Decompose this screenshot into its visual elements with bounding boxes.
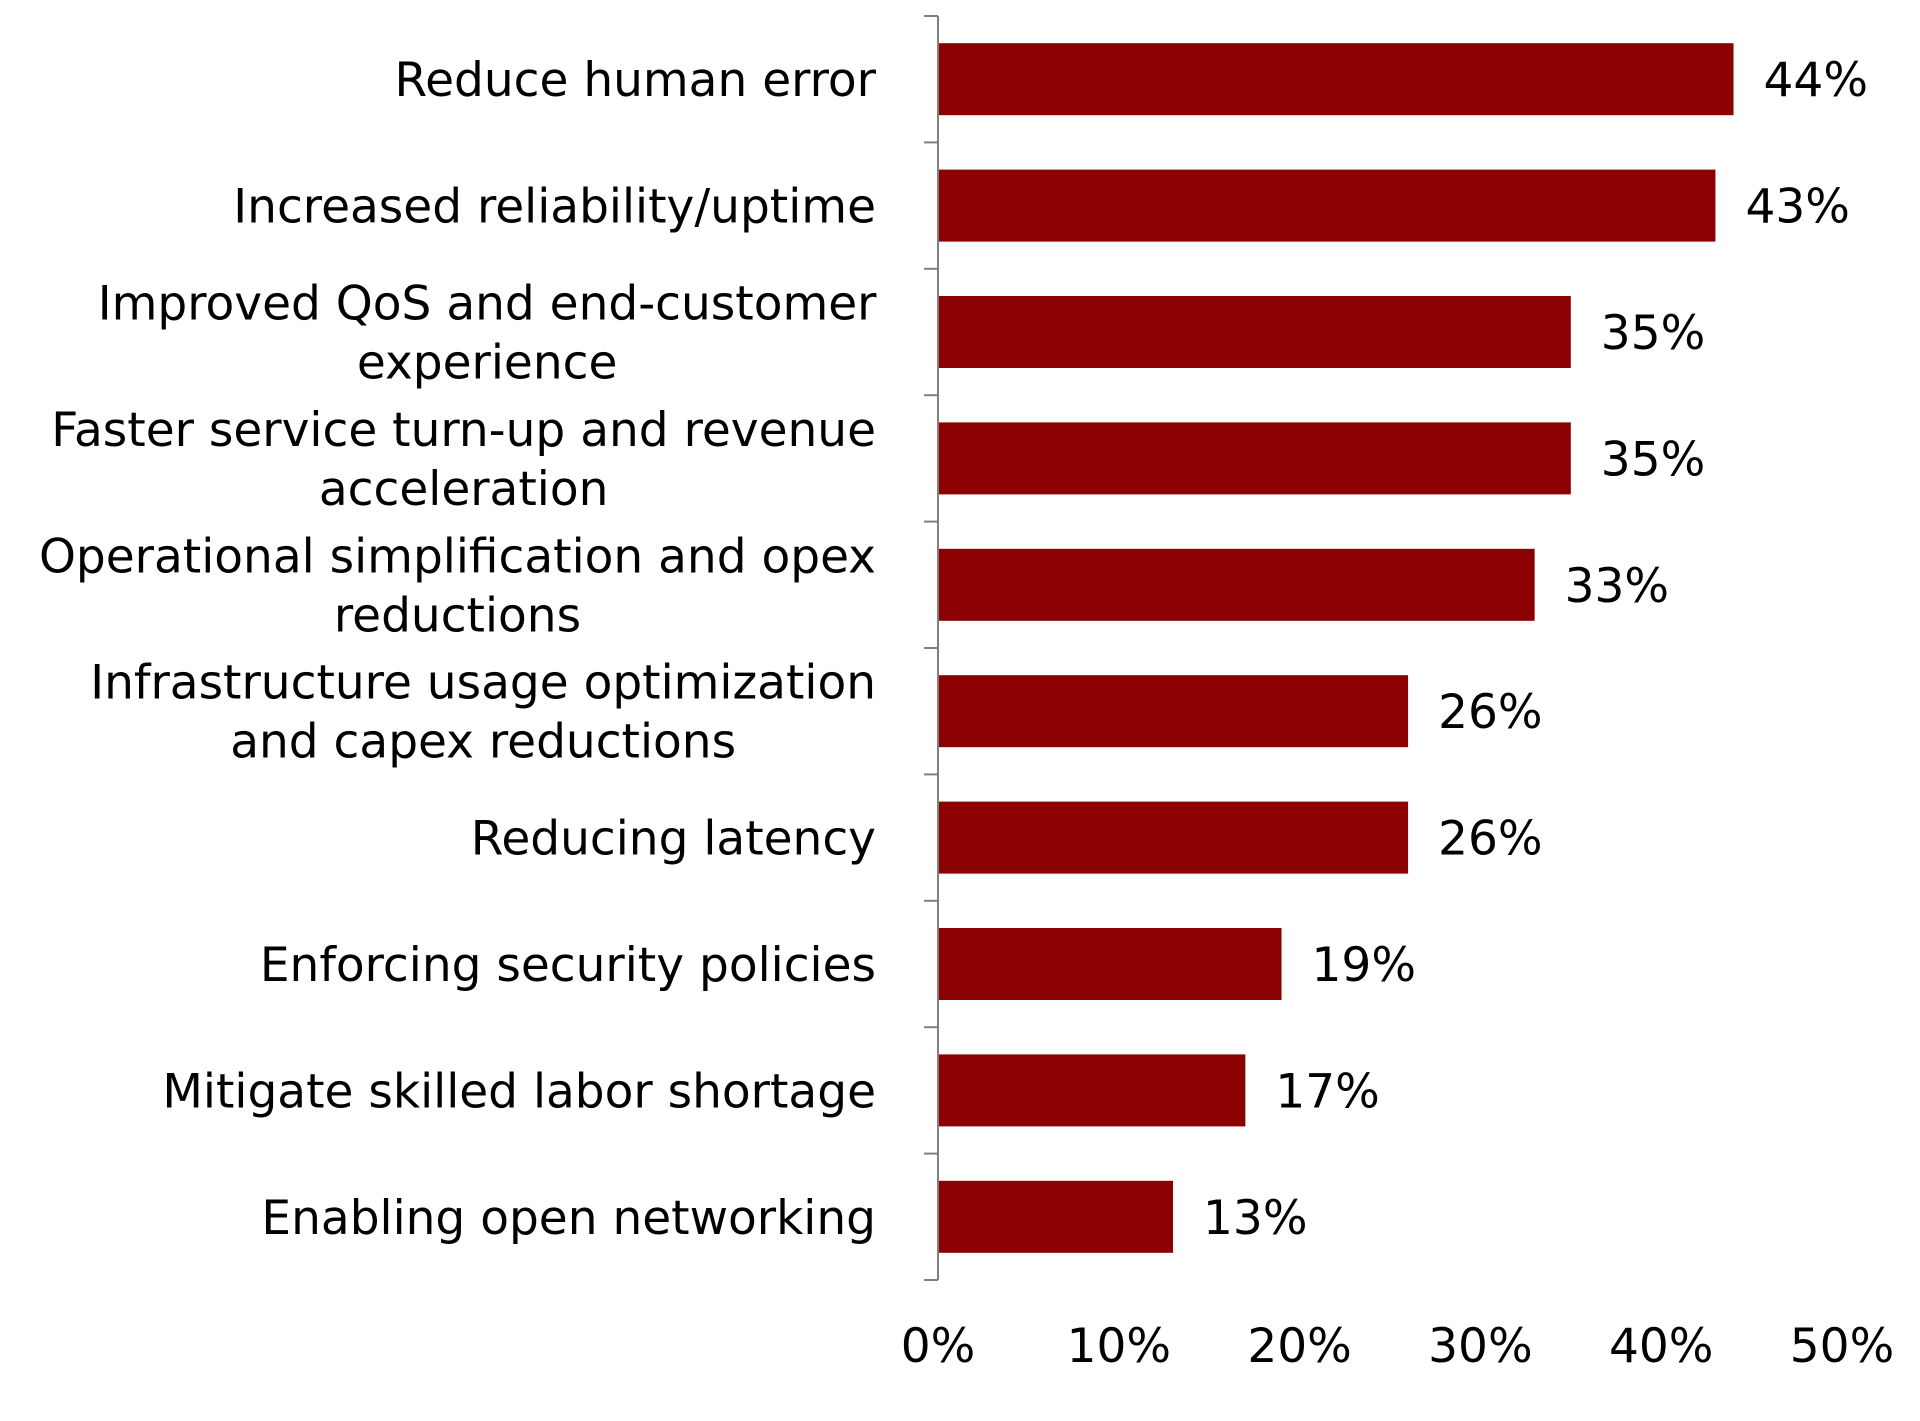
category-label: Mitigate skilled labor shortage: [162, 1064, 876, 1119]
category-label-line: Faster service turn-up and revenue: [51, 403, 876, 458]
category-label-line: Reducing latency: [471, 812, 876, 867]
category-label-line: experience: [357, 336, 618, 391]
category-label-line: and capex reductions: [230, 715, 736, 770]
category-label-line: Infrastructure usage optimization: [90, 656, 876, 711]
category-label-line: Increased reliability/uptime: [233, 180, 876, 235]
category-labels: Reduce human error Increased reliability/…: [39, 53, 877, 1246]
category-label: Infrastructure usage optimization and cap…: [90, 656, 876, 770]
category-label-line: Enforcing security policies: [260, 938, 876, 993]
bar-value-label: 26%: [1438, 685, 1542, 740]
category-label: Enabling open networking: [261, 1191, 876, 1246]
bar: [938, 422, 1571, 495]
bar: [938, 801, 1409, 874]
x-tick-label: 50%: [1790, 1319, 1894, 1374]
x-tick-labels: 0% 10% 20% 30% 40% 50%: [901, 1319, 1895, 1374]
category-label-line: Reduce human error: [395, 53, 877, 108]
y-axis: [924, 15, 939, 1281]
bar-value-label: 44%: [1764, 53, 1868, 108]
category-label: Reducing latency: [471, 812, 876, 867]
category-label: Operational simplification and opex reduc…: [39, 529, 876, 643]
bar-value-label: 19%: [1312, 938, 1416, 993]
category-label-line: acceleration: [319, 462, 609, 517]
bar: [938, 296, 1571, 368]
category-label-line: Operational simplification and opex: [39, 529, 876, 584]
x-tick-label: 10%: [1067, 1319, 1171, 1374]
bar: [938, 1054, 1246, 1127]
bar: [938, 928, 1282, 1000]
bar: [938, 548, 1535, 621]
category-label-line: reductions: [334, 588, 581, 643]
value-labels: 44% 43% 35% 35% 33% 26% 26% 19% 17% 13%: [1203, 53, 1868, 1246]
bar-value-label: 33%: [1565, 559, 1669, 614]
category-label-line: Improved QoS and end-customer: [98, 277, 877, 332]
bar-value-label: 35%: [1601, 432, 1705, 487]
category-label-line: Enabling open networking: [261, 1191, 876, 1246]
bar: [938, 1180, 1174, 1253]
x-tick-label: 0%: [901, 1319, 976, 1374]
category-label: Reduce human error: [395, 53, 877, 108]
bar-value-label: 35%: [1601, 306, 1705, 361]
bars-group: [938, 43, 1734, 1253]
bar-value-label: 43%: [1745, 180, 1849, 235]
category-label: Enforcing security policies: [260, 938, 876, 993]
bar-value-label: 26%: [1438, 812, 1542, 867]
x-tick-label: 30%: [1428, 1319, 1532, 1374]
bar-value-label: 17%: [1275, 1064, 1379, 1119]
bar: [938, 675, 1409, 748]
category-label: Improved QoS and end-customer experience: [98, 277, 877, 391]
x-tick-label: 40%: [1609, 1319, 1713, 1374]
bar: [938, 43, 1734, 116]
category-label-line: Mitigate skilled labor shortage: [162, 1064, 876, 1119]
category-label: Increased reliability/uptime: [233, 180, 876, 235]
category-label: Faster service turn-up and revenue accele…: [51, 403, 876, 517]
x-tick-label: 20%: [1247, 1319, 1351, 1374]
bar-value-label: 13%: [1203, 1191, 1307, 1246]
bar: [938, 169, 1716, 242]
